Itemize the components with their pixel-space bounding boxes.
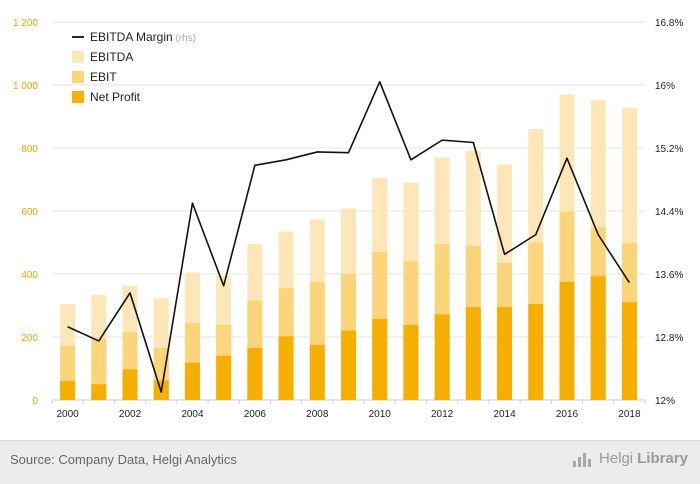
bar-net-profit [91, 384, 107, 400]
x-tick-label: 2008 [306, 409, 329, 420]
legend: EBITDA Margin (rhs) EBITDA EBIT Net Profit [72, 30, 196, 104]
bar-net-profit [247, 348, 263, 400]
legend-label: Net Profit [90, 90, 141, 104]
footer: Source: Company Data, Helgi Analytics He… [0, 440, 700, 484]
x-tick-label: 2002 [119, 409, 142, 420]
chart: 0 200 400 600 800 1 000 1 200 12% 12.8% 13.6% 14.… [13, 18, 683, 420]
bar-net-profit [216, 355, 232, 400]
x-tick-label: 2010 [369, 409, 392, 420]
bar-net-profit [465, 307, 481, 400]
bar-net-profit [590, 276, 606, 400]
legend-swatch-net-profit [72, 91, 84, 103]
left-tick-label: 0 [32, 396, 38, 407]
right-tick-label: 12% [655, 396, 675, 407]
source-note: Source: Company Data, Helgi Analytics [10, 452, 237, 467]
bar-net-profit [403, 325, 419, 400]
left-tick-label: 800 [21, 144, 38, 155]
left-tick-label: 1 000 [13, 81, 38, 92]
legend-label-suffix: (rhs) [173, 33, 196, 44]
x-tick-label: 2016 [556, 409, 579, 420]
x-tick-label: 2012 [431, 409, 454, 420]
bar-net-profit [60, 381, 76, 400]
brand-bold: Library [637, 450, 688, 467]
line-ebitda-margin [67, 81, 631, 393]
right-tick-label: 16% [655, 81, 675, 92]
bar-net-profit [278, 336, 294, 400]
legend-swatch-ebitda [72, 51, 84, 63]
left-axis-ticks: 0 200 400 600 800 1 000 1 200 [13, 18, 38, 407]
right-tick-label: 15.2% [655, 144, 683, 155]
bar-net-profit [372, 319, 388, 400]
brand-light: Helgi [598, 450, 634, 467]
bar-net-profit [434, 314, 450, 400]
bar-net-profit [497, 307, 513, 400]
right-tick-label: 16.8% [655, 18, 683, 29]
left-tick-label: 1 200 [13, 18, 38, 29]
right-tick-label: 12.8% [655, 333, 683, 344]
bar-net-profit [341, 330, 356, 400]
right-tick-label: 14.4% [655, 207, 683, 218]
bar-net-profit [122, 369, 138, 400]
bars [60, 94, 637, 401]
right-axis-ticks: 12% 12.8% 13.6% 14.4% 15.2% 16% 16.8% [655, 18, 683, 407]
x-tick-label: 2000 [56, 409, 79, 420]
bar-net-profit [528, 303, 544, 400]
bar-net-profit [184, 362, 200, 400]
x-tick-label: 2004 [181, 409, 204, 420]
x-tick-label: 2014 [493, 409, 516, 420]
left-tick-label: 400 [21, 270, 38, 281]
x-tick-label: 2018 [618, 409, 641, 420]
legend-label: EBIT [90, 70, 117, 84]
x-axis-ticks: 2000 2002 2004 2006 2008 2010 2012 2014 2016 2018 [51, 400, 646, 420]
x-tick-label: 2006 [244, 409, 267, 420]
helgi-library-icon [572, 451, 595, 467]
brand-logo: Helgi Library [572, 450, 688, 467]
bar-net-profit [621, 302, 637, 400]
legend-swatch-ebit [72, 71, 84, 83]
bar-net-profit [559, 281, 575, 400]
left-tick-label: 600 [21, 207, 38, 218]
margin-line [67, 81, 631, 393]
legend-label: EBITDA [90, 50, 133, 64]
bar-net-profit [309, 344, 325, 400]
left-tick-label: 200 [21, 333, 38, 344]
right-tick-label: 13.6% [655, 270, 683, 281]
legend-label: EBITDA Margin (rhs) [90, 30, 196, 44]
